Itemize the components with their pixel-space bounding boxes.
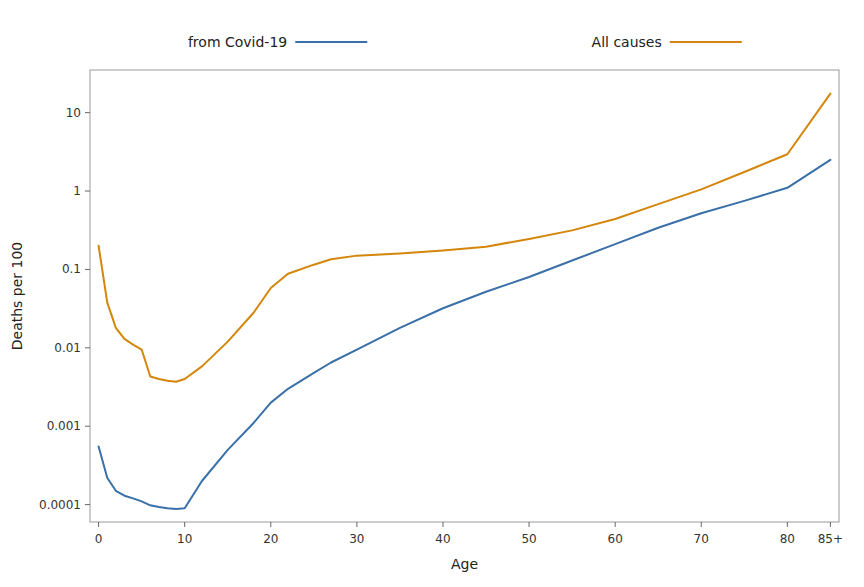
chart: 0 10 20 30 40 50 60 70 80 85+ 0.0001 0.001 0.01 0.1 1 1… xyxy=(0,0,864,587)
x-tick xyxy=(701,522,702,527)
y-axis: 0.0001 0.001 0.01 0.1 1 10 xyxy=(39,106,90,512)
x-tick xyxy=(184,522,185,527)
series-line xyxy=(99,94,831,382)
x-tick xyxy=(529,522,530,527)
y-tick-label: 0.01 xyxy=(54,341,81,355)
x-axis: 0 10 20 30 40 50 60 70 80 85+ xyxy=(95,522,843,546)
series-line xyxy=(99,160,831,509)
x-tick xyxy=(356,522,357,527)
legend-label: from Covid-19 xyxy=(188,34,287,50)
legend-swatch xyxy=(295,41,367,43)
y-tick-label: 0.1 xyxy=(62,262,81,276)
y-tick-label: 1 xyxy=(73,184,81,198)
y-tick xyxy=(85,504,90,505)
x-tick-label: 50 xyxy=(521,532,536,546)
x-tick-label: 70 xyxy=(694,532,709,546)
x-tick-label: 30 xyxy=(349,532,364,546)
y-tick-label: 0.0001 xyxy=(39,498,81,512)
y-axis-label: Deaths per 100 xyxy=(9,242,25,351)
legend-swatch xyxy=(670,41,742,43)
x-tick-label: 85+ xyxy=(818,532,843,546)
x-tick-label: 40 xyxy=(435,532,450,546)
x-tick-label: 0 xyxy=(95,532,103,546)
y-tick xyxy=(85,347,90,348)
y-tick xyxy=(85,269,90,270)
x-tick-label: 20 xyxy=(263,532,278,546)
x-tick xyxy=(615,522,616,527)
y-tick-label: 10 xyxy=(66,106,81,120)
x-tick xyxy=(830,522,831,527)
legend: from Covid-19 All causes xyxy=(188,34,742,50)
x-tick-label: 80 xyxy=(780,532,795,546)
y-tick xyxy=(85,426,90,427)
x-axis-label: Age xyxy=(451,556,478,572)
legend-label: All causes xyxy=(592,34,662,50)
plot-frame xyxy=(90,70,839,522)
data-lines xyxy=(99,94,831,509)
x-tick xyxy=(270,522,271,527)
x-tick xyxy=(787,522,788,527)
x-tick-label: 10 xyxy=(177,532,192,546)
x-tick xyxy=(98,522,99,527)
y-tick xyxy=(85,112,90,113)
x-tick-label: 60 xyxy=(608,532,623,546)
y-tick-label: 0.001 xyxy=(47,419,81,433)
x-tick xyxy=(442,522,443,527)
y-tick xyxy=(85,191,90,192)
